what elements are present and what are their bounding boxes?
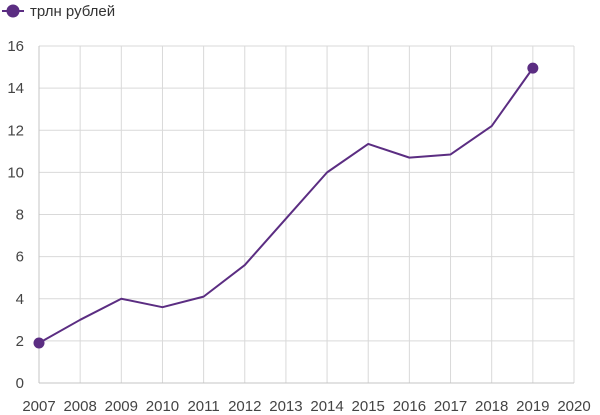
data-point xyxy=(325,170,329,174)
x-tick-label: 2018 xyxy=(475,398,508,415)
data-point xyxy=(202,295,206,299)
y-tick-label: 4 xyxy=(16,291,24,308)
data-point xyxy=(490,124,494,128)
x-tick-label: 2009 xyxy=(105,398,138,415)
x-tick-label: 2015 xyxy=(352,398,385,415)
data-point xyxy=(119,297,123,301)
y-tick-label: 14 xyxy=(7,80,24,97)
y-tick-label: 10 xyxy=(7,164,24,181)
y-tick-label: 8 xyxy=(16,207,24,224)
y-axis-tick-labels: 0 2 4 6 8 10 12 14 16 xyxy=(7,38,24,392)
legend: трлн рублей xyxy=(2,3,115,20)
endpoint-marker xyxy=(33,337,45,349)
y-tick-label: 0 xyxy=(16,375,24,392)
x-tick-label: 2019 xyxy=(516,398,549,415)
x-tick-label: 2014 xyxy=(310,398,343,415)
x-tick-label: 2017 xyxy=(434,398,467,415)
legend-label: трлн рублей xyxy=(30,3,115,20)
x-tick-label: 2013 xyxy=(269,398,302,415)
y-tick-label: 6 xyxy=(16,249,24,266)
legend-marker xyxy=(6,4,20,18)
data-point xyxy=(449,152,453,156)
x-tick-label: 2016 xyxy=(393,398,426,415)
data-point xyxy=(284,217,288,221)
y-tick-label: 16 xyxy=(7,38,24,55)
series-layer xyxy=(33,62,539,349)
data-point xyxy=(366,142,370,146)
x-tick-label: 2020 xyxy=(557,398,590,415)
x-tick-label: 2007 xyxy=(22,398,55,415)
x-tick-label: 2008 xyxy=(63,398,96,415)
x-tick-label: 2012 xyxy=(228,398,261,415)
axes xyxy=(38,46,574,384)
data-point xyxy=(407,156,411,160)
series-line xyxy=(38,67,534,344)
gridlines xyxy=(39,45,575,383)
x-tick-label: 2011 xyxy=(187,398,219,415)
data-point xyxy=(243,263,247,267)
endpoint-marker xyxy=(527,62,539,74)
x-tick-label: 2010 xyxy=(146,398,179,415)
y-tick-label: 12 xyxy=(7,122,24,139)
data-point xyxy=(78,318,82,322)
y-tick-label: 2 xyxy=(16,333,24,350)
data-point xyxy=(160,305,164,309)
x-axis-tick-labels: 2007 2008 2009 2010 2011 2012 2013 2014 2015 2016… xyxy=(22,398,590,415)
